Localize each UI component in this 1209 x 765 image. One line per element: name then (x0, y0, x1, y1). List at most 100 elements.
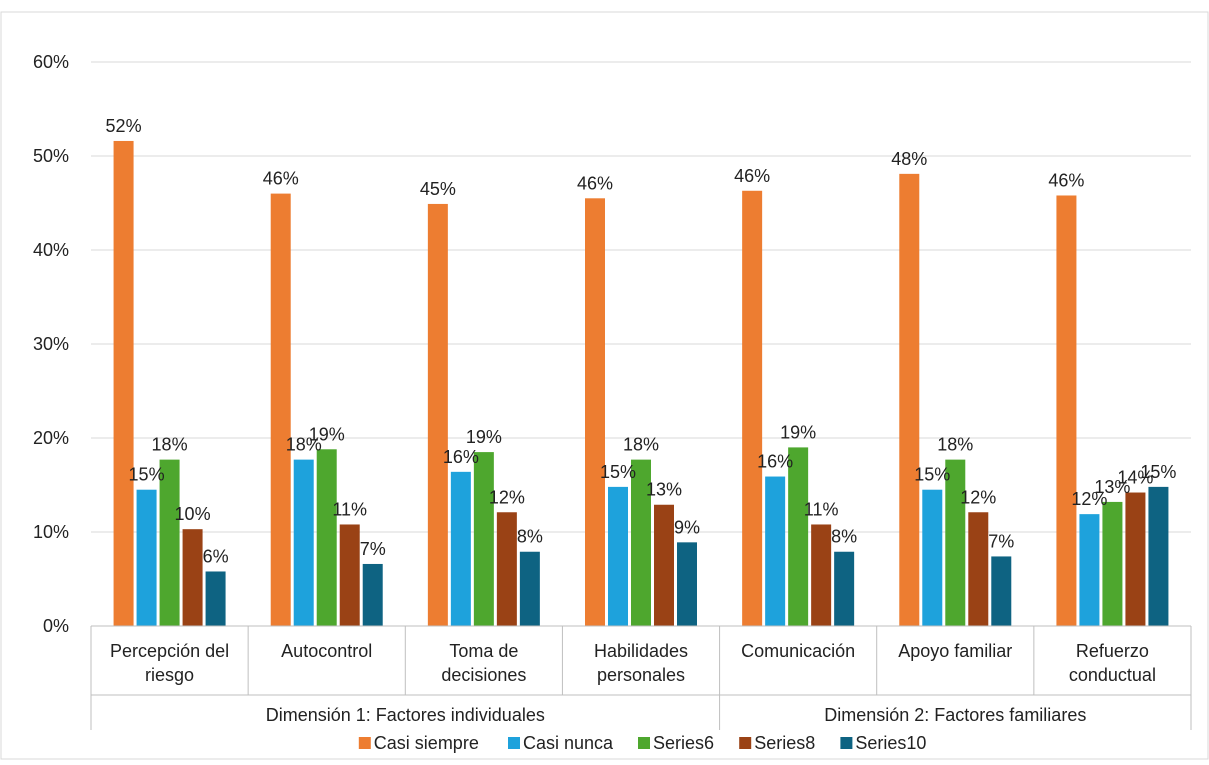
bar (473, 452, 494, 626)
data-label: 10% (175, 504, 211, 524)
category-label: conductual (1069, 665, 1156, 685)
legend-swatch (358, 737, 371, 749)
category-label: Refuerzo (1076, 641, 1149, 661)
bar (788, 447, 809, 626)
bar (631, 459, 651, 626)
y-tick-label: 50% (33, 146, 69, 166)
bars (113, 140, 1169, 627)
legend-label: Series6 (653, 733, 714, 753)
legend: Casi siempre Casi nunca Series6 Series8 Seri… (358, 733, 926, 753)
bar (316, 449, 337, 626)
y-tick-label: 10% (33, 522, 69, 542)
data-label: 8% (517, 527, 543, 547)
y-tick-label: 0% (43, 616, 69, 636)
data-label: 16% (443, 447, 479, 467)
bar (496, 512, 517, 626)
legend-swatch (638, 737, 650, 749)
data-label: 7% (360, 539, 386, 559)
bar (1125, 492, 1146, 626)
category-label: Habilidades (594, 641, 688, 661)
data-label: 18% (152, 435, 188, 455)
bar (136, 489, 157, 626)
data-label: 12% (489, 487, 525, 507)
y-tick-label: 60% (33, 52, 69, 72)
y-tick-label: 30% (33, 334, 69, 354)
bar (427, 203, 448, 626)
category-label: personales (597, 665, 685, 685)
bar (742, 190, 763, 626)
category-label: riesgo (145, 665, 194, 685)
bar (450, 471, 471, 626)
data-label: 18% (623, 435, 659, 455)
data-label: 46% (263, 169, 299, 189)
data-label: 12% (960, 487, 996, 507)
bar (899, 173, 920, 627)
bar (1056, 195, 1077, 627)
data-label: 13% (646, 480, 682, 500)
category-label: Autocontrol (281, 641, 372, 661)
bar (205, 571, 226, 626)
legend-swatch (508, 737, 520, 749)
data-label: 19% (309, 424, 345, 444)
category-label: decisiones (441, 665, 526, 685)
data-label: 46% (734, 166, 770, 186)
legend-swatch (739, 737, 752, 749)
data-label: 52% (106, 116, 142, 136)
legend-label: Casi nunca (523, 733, 614, 753)
bar (765, 476, 786, 626)
y-axis: 0% 10% 20% 30% 40% 50% 60% (33, 52, 69, 636)
data-label: 18% (937, 435, 973, 455)
legend-label: Casi siempre (374, 733, 479, 753)
data-label: 13% (1094, 477, 1130, 497)
group-label: Dimensión 2: Factores familiares (824, 705, 1086, 725)
data-label: 8% (831, 527, 857, 547)
data-label: 48% (891, 149, 927, 169)
legend-label: Series10 (855, 733, 926, 753)
bar (159, 459, 180, 626)
bar (922, 489, 943, 626)
bar (585, 198, 605, 627)
x-axis: Percepción del riesgo Autocontrol Toma de de… (90, 625, 1192, 730)
data-label: 15% (600, 462, 636, 482)
data-label: 9% (674, 517, 700, 537)
bar (811, 524, 832, 626)
bar (654, 504, 674, 626)
data-label: 19% (466, 427, 502, 447)
bar (1102, 501, 1123, 626)
bar (339, 524, 360, 626)
bar (1148, 486, 1169, 626)
bar (608, 486, 628, 626)
data-label: 11% (804, 499, 839, 519)
bar (1079, 514, 1100, 626)
bar (968, 512, 989, 626)
data-labels: 52% 46% 45% 46% 46% 48% 46% 15% 18% 16% 15% 16% 15% 1… (106, 116, 1177, 567)
category-label: Toma de (449, 641, 518, 661)
data-label: 18% (286, 435, 322, 455)
data-label: 11% (332, 499, 367, 519)
data-label: 45% (420, 179, 456, 199)
bar (270, 193, 291, 626)
group-label: Dimensión 1: Factores individuales (266, 705, 545, 725)
category-label: Percepción del (110, 641, 229, 661)
bar (834, 551, 855, 626)
legend-swatch (840, 737, 853, 749)
data-label: 12% (1071, 489, 1107, 509)
bar (362, 563, 383, 626)
data-label: 19% (780, 422, 816, 442)
data-label: 46% (577, 173, 613, 193)
category-label: Comunicación (741, 641, 855, 661)
data-label: 6% (203, 546, 229, 566)
category-label: Apoyo familiar (898, 641, 1012, 661)
bar (113, 140, 134, 626)
bar (293, 459, 314, 626)
data-label: 15% (129, 465, 165, 485)
bar (677, 542, 697, 626)
data-label: 15% (1140, 462, 1176, 482)
data-label: 16% (757, 452, 793, 472)
data-label: 7% (988, 531, 1014, 551)
data-label: 46% (1048, 170, 1084, 190)
y-tick-label: 40% (33, 240, 69, 260)
y-tick-label: 20% (33, 428, 69, 448)
